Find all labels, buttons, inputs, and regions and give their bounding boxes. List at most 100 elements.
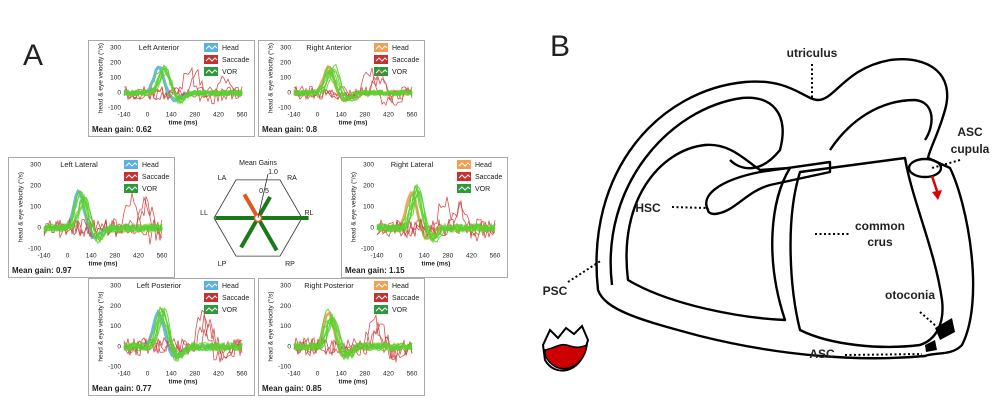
- legend-label: VOR: [142, 186, 157, 193]
- y-tick-label: 300: [110, 45, 121, 52]
- label: crus: [867, 235, 893, 249]
- label: ASC: [809, 347, 835, 361]
- x-tick-label: 280: [189, 112, 200, 119]
- x-axis-label: time (ms): [339, 120, 368, 127]
- hsc-loop: [705, 160, 832, 216]
- y-tick-label: 100: [110, 323, 121, 330]
- x-tick-label: -140: [117, 112, 130, 119]
- legend-zigzag: [375, 45, 388, 50]
- y-tick-label: -100: [278, 364, 291, 371]
- mean-gain: Mean gain: 1.15: [345, 266, 405, 275]
- x-tick-label: 280: [442, 253, 453, 260]
- utricle-top: [829, 98, 933, 151]
- hexagon-axis-label: LP: [218, 261, 227, 268]
- y-tick-label: -100: [108, 105, 121, 112]
- trace: [376, 185, 496, 243]
- x-tick-label: 420: [383, 371, 394, 378]
- legend-label: Saccade: [142, 174, 169, 181]
- y-tick-label: 300: [280, 283, 291, 290]
- label: HSC: [635, 201, 661, 215]
- trace: [293, 65, 413, 102]
- y-tick-label: 100: [110, 75, 121, 82]
- legend-label: Saccade: [222, 57, 249, 64]
- label: otoconia: [885, 288, 935, 302]
- labyrinth-diagram: utriculus ASC cupula HSC common crus PSC…: [541, 46, 990, 372]
- vhit-plot: Right Posterior Head Saccade VOR 300 200 100 0 -…: [258, 278, 425, 396]
- hexagon-axis-label: RP: [285, 261, 295, 268]
- y-axis-label: head & eye velocity (°/s): [267, 43, 275, 113]
- legend-zigzag: [458, 174, 471, 179]
- plot-title: Right Anterior: [306, 43, 352, 52]
- panel-label: A: [23, 39, 43, 72]
- y-tick-label: 0: [370, 225, 374, 232]
- trace: [43, 196, 163, 242]
- psc-inner: [609, 96, 784, 286]
- leader: [931, 159, 961, 169]
- x-axis-label: time (ms): [89, 261, 118, 268]
- x-tick-label: 0: [146, 112, 150, 119]
- legend-label: Head: [222, 45, 239, 52]
- y-axis-label: head & eye velocity (°/s): [97, 291, 105, 361]
- hexagon-tick-label: 0.5: [259, 188, 269, 195]
- legend-zigzag: [375, 307, 388, 312]
- x-tick-label: -140: [287, 112, 300, 119]
- x-tick-label: 560: [157, 253, 168, 260]
- y-tick-label: 200: [30, 183, 41, 190]
- x-tick-label: 560: [237, 371, 248, 378]
- trace: [123, 64, 243, 106]
- legend-label: VOR: [475, 186, 490, 193]
- y-tick-label: 0: [117, 343, 121, 350]
- cupula: [907, 157, 943, 179]
- label: cupula: [951, 142, 990, 156]
- x-tick-label: -140: [370, 253, 383, 260]
- legend-zigzag: [205, 57, 218, 62]
- x-tick-label: -140: [287, 371, 300, 378]
- mean-gain: Mean gain: 0.62: [92, 125, 152, 134]
- hexagon-axis-label: RL: [305, 210, 314, 217]
- mean-gain: Mean gain: 0.97: [12, 266, 72, 275]
- y-tick-label: 100: [280, 323, 291, 330]
- legend-zigzag: [125, 174, 138, 179]
- legend-zigzag: [205, 307, 218, 312]
- legend-label: Saccade: [475, 174, 502, 181]
- trace: [123, 65, 243, 100]
- y-tick-label: 200: [110, 303, 121, 310]
- legend-label: Saccade: [392, 295, 419, 302]
- axis-tick: [257, 173, 269, 219]
- mean-gain: Mean gain: 0.8: [262, 125, 318, 134]
- x-tick-label: 280: [359, 112, 370, 119]
- x-tick-label: 420: [133, 253, 144, 260]
- icon-fill: [544, 343, 588, 370]
- legend-zigzag: [205, 69, 218, 74]
- legend-zigzag: [375, 57, 388, 62]
- x-tick-label: 0: [316, 112, 320, 119]
- y-tick-label: 0: [117, 90, 121, 97]
- x-tick-label: -140: [37, 253, 50, 260]
- label: PSC: [543, 284, 568, 298]
- legend-zigzag: [458, 162, 471, 167]
- legend-zigzag: [375, 283, 388, 288]
- x-tick-label: 560: [237, 112, 248, 119]
- y-axis-label: head & eye velocity (°/s): [17, 172, 25, 242]
- x-tick-label: 0: [146, 371, 150, 378]
- x-tick-label: 0: [399, 253, 403, 260]
- legend-label: VOR: [222, 307, 237, 314]
- y-tick-label: 200: [363, 183, 374, 190]
- leader: [844, 353, 923, 356]
- y-tick-label: 100: [30, 204, 41, 211]
- y-axis-label: head & eye velocity (°/s): [97, 43, 105, 113]
- trace: [123, 324, 243, 359]
- y-tick-label: 100: [280, 75, 291, 82]
- otoconia: [925, 318, 955, 352]
- label: ASC: [957, 125, 983, 139]
- y-tick-label: 0: [287, 343, 291, 350]
- plot-title: Left Lateral: [60, 160, 98, 169]
- x-axis-label: time (ms): [422, 261, 451, 268]
- vhit-plot: Left Anterior Head Saccade VOR 300 200 100 0 -10…: [88, 40, 255, 137]
- legend-label: Head: [392, 45, 409, 52]
- mean-gain: Mean gain: 0.77: [92, 384, 152, 393]
- x-tick-label: 560: [407, 371, 418, 378]
- x-tick-label: 140: [419, 253, 430, 260]
- label: common: [855, 219, 905, 233]
- label: utriculus: [787, 46, 838, 60]
